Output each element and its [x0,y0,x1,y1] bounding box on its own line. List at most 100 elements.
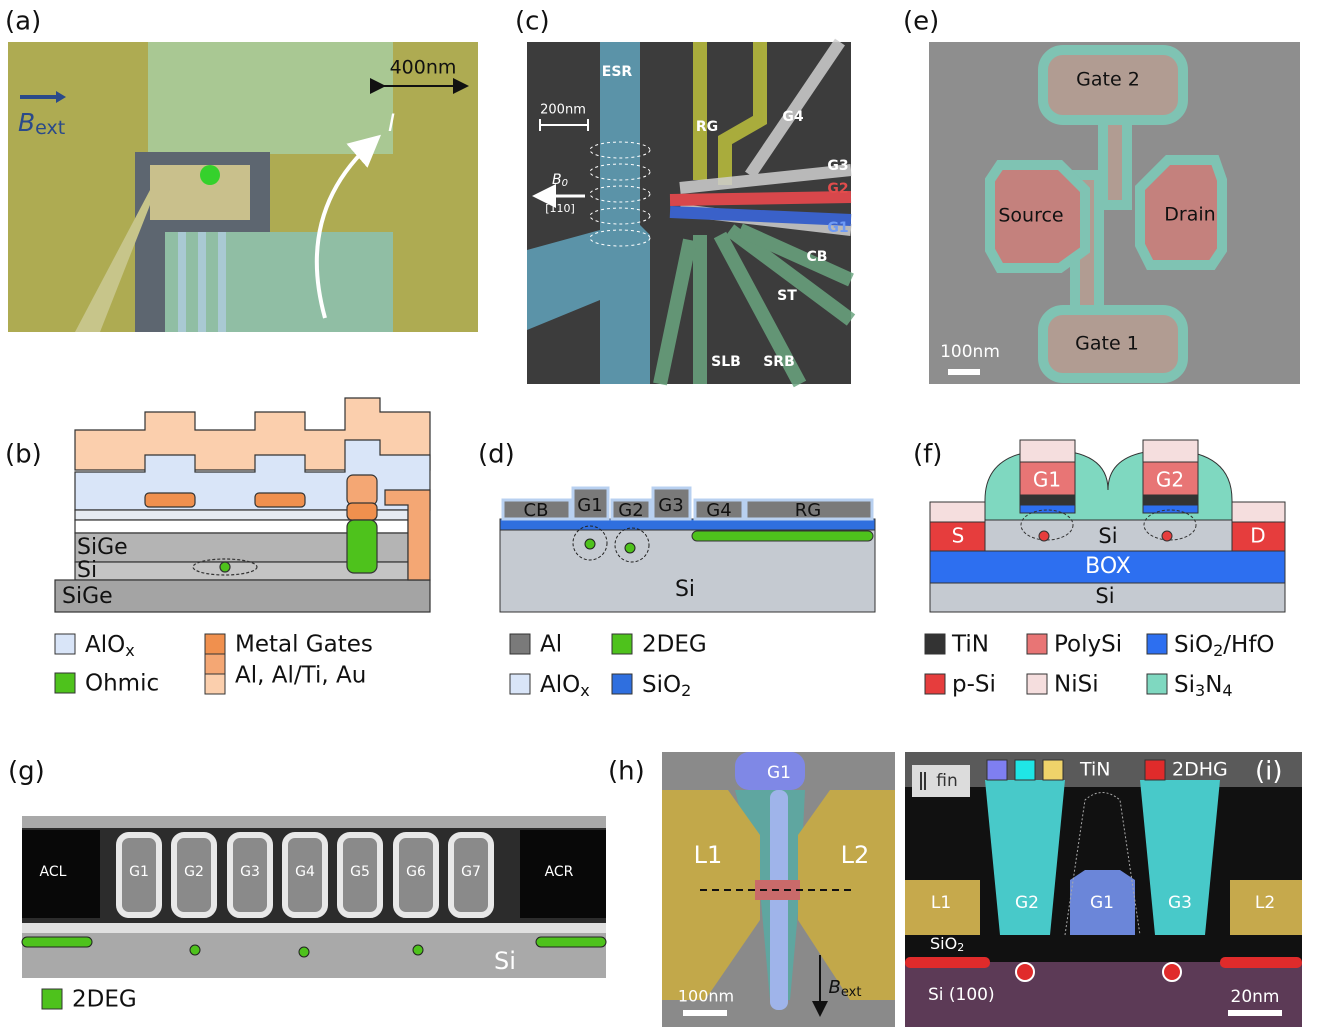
panel-g-circle [412,944,424,956]
gate-label: G3 [1168,893,1192,913]
panel-c: ESR 200nm B0 [110] RG G4 G3 G2 G1 CB ST … [527,38,856,388]
layer-label: SiGe [77,535,128,560]
panel-d-g [501,486,874,521]
panel-a-path [314,134,382,319]
panel-d-circle [624,542,636,554]
panel-g-rect [520,830,606,918]
panel-i-rect [1042,759,1064,781]
panel-d [499,486,876,613]
panel-i-circle [1162,962,1182,982]
panel-e-g-path [1135,155,1227,270]
legend-label: TiN [1079,759,1111,781]
panel-b-path [74,397,431,471]
panel-label: (d) [478,440,515,470]
panel-c-g [589,141,651,247]
panel-d-circle [584,538,596,550]
panel-label: (i) [1255,757,1283,787]
panel-b [54,397,431,613]
panel-c-g-path [737,223,854,287]
panel-g-g-rect [393,832,439,918]
panel-i-rect [1230,880,1302,935]
substrate-label: Si [675,577,695,602]
field-label: Bext [829,977,862,1000]
legend-d-rect [509,633,531,655]
legend-label: 2DHG [1172,759,1228,781]
panel-b-rect [144,492,196,508]
panel-c-g-path [679,164,852,194]
source-label: Source [998,205,1063,227]
panel-h-rect [683,1010,727,1016]
panel-i-rect [905,957,990,968]
panel-g-rect [21,936,93,948]
legend-f-rect [1146,633,1168,655]
gate-label: G4 [295,864,315,880]
legend-label: SiO2/HfO [1174,632,1275,660]
legend-label: NiSi [1054,672,1099,698]
drain-label: Drain [1164,204,1215,226]
legend-label: 2DEG [642,632,707,658]
gate-label: G1 [1090,893,1114,913]
panel-i-polygon [985,780,1065,935]
panel-label: (c) [515,7,550,37]
panel-g-g-rect [448,832,494,918]
gate-label: Gate 1 [1075,333,1139,355]
panel-a-circle [200,165,220,185]
current-label: I [388,109,395,137]
panel-i-rect [905,880,980,935]
panel-label: (a) [5,7,41,37]
panel-b-circle [219,561,231,573]
panel-f-rect [1231,521,1286,552]
panel-f-rect [1142,494,1199,506]
panel-f-rect [1019,439,1076,463]
gate-label: G2 [184,864,204,880]
panel-d-g-rect [610,498,652,521]
legend-f-rect [1026,673,1048,695]
gate-label: CB [524,500,549,521]
legend-label: Si3N4 [1174,672,1233,700]
panel-e: Gate 2 Source Drain Gate 1 100nm [929,42,1300,384]
panel-label: (f) [913,440,942,470]
gate-label: G4 [782,109,803,125]
layer-label: SiGe [62,584,113,609]
panel-d-g-rect [744,498,874,521]
legend-b-rect [54,633,76,655]
legend-d [509,633,633,695]
legend-b-rect [204,633,226,655]
panel-g-g-rect [227,832,273,918]
panel-d-g-circle [572,525,608,561]
gate-label: G3 [240,864,260,880]
gate-label: G4 [706,500,731,521]
legend-label: SiO2 [642,672,691,700]
legend-f-rect [1146,673,1168,695]
gate-label: G3 [658,495,683,516]
panel-i-rect [1220,957,1302,968]
panel-i-rect [1144,759,1166,781]
legend-label: TiN [951,632,989,658]
legend-d-rect [611,633,633,655]
panel-f-circle [1161,530,1173,542]
scale-label: 400nm [390,57,457,79]
panel-a-rect [178,232,186,332]
panel-a-rect [150,165,250,220]
panel-d-g-rect [571,486,610,521]
legend-b [54,633,226,695]
panel-g-g-rect [337,832,383,918]
panel-d-g-circle [614,527,650,563]
panel-e-g-rect [1098,115,1132,210]
gate-label: SLB [711,354,741,370]
panel-c-g-ellipse [589,163,651,181]
panel-g-g [116,832,494,918]
legend-label: AlOx [85,632,135,660]
panel-c-path [669,206,852,226]
panel-g-g-rect [116,832,162,918]
panel-g-rect [22,923,606,933]
panel-g-g-rect [282,832,328,918]
legend-label: p-Si [952,672,996,698]
panel-i-rect [905,962,1302,1027]
drain-label: D [1250,524,1265,548]
panel-c-g-path [725,224,856,326]
panel-label: (b) [5,440,42,470]
panel-d-rect [499,529,876,613]
panel-i-rect [1228,1010,1282,1016]
panel-f-rect [929,582,1286,613]
